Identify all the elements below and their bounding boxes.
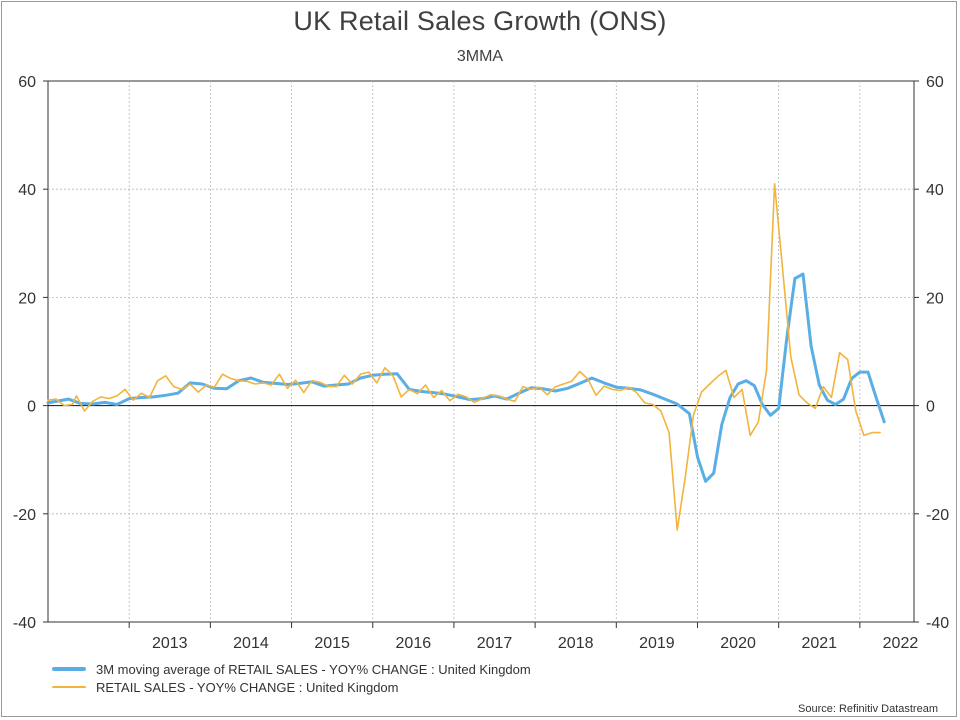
- y-tick-label-right: -20: [926, 507, 949, 524]
- legend: 3M moving average of RETAIL SALES - YOY%…: [52, 660, 531, 696]
- x-tick-label: 2016: [396, 635, 432, 652]
- x-tick-label: 2017: [477, 635, 513, 652]
- y-tick-label-left: -20: [13, 507, 36, 524]
- chart-subtitle: 3MMA: [456, 48, 504, 65]
- plot-area: [47, 80, 915, 623]
- x-tick-label: 2019: [639, 635, 675, 652]
- y-tick-label-right: 20: [926, 290, 944, 307]
- x-tick-label: 2013: [152, 635, 188, 652]
- x-tick-label: 2021: [801, 635, 837, 652]
- legend-item-yoy: RETAIL SALES - YOY% CHANGE : United King…: [52, 678, 531, 696]
- x-tick-label: 2020: [720, 635, 756, 652]
- chart-title: UK Retail Sales Growth (ONS): [293, 6, 667, 36]
- y-tick-label-right: 60: [926, 74, 944, 91]
- legend-swatch-yoy: [52, 686, 86, 688]
- y-tick-label-left: 0: [27, 399, 36, 416]
- y-tick-label-left: 20: [18, 290, 36, 307]
- y-tick-label-left: -40: [13, 615, 36, 632]
- legend-swatch-ma: [52, 667, 86, 671]
- x-tick-label: 2015: [314, 635, 350, 652]
- legend-label-yoy: RETAIL SALES - YOY% CHANGE : United King…: [96, 679, 399, 695]
- y-tick-label-left: 40: [18, 182, 36, 199]
- x-tick-label: 2022: [883, 635, 919, 652]
- x-tick-label: 2014: [233, 635, 269, 652]
- legend-label-ma: 3M moving average of RETAIL SALES - YOY%…: [96, 661, 531, 677]
- x-tick-label: 2018: [558, 635, 594, 652]
- source-note: Source: Refinitiv Datastream: [798, 703, 938, 715]
- y-tick-label-right: -40: [926, 615, 949, 632]
- y-tick-label-right: 40: [926, 182, 944, 199]
- y-tick-label-left: 60: [18, 74, 36, 91]
- legend-item-ma: 3M moving average of RETAIL SALES - YOY%…: [52, 660, 531, 678]
- y-tick-label-right: 0: [926, 399, 935, 416]
- series-line-3m-ma: [46, 272, 886, 483]
- series-line-yoy: [47, 183, 881, 531]
